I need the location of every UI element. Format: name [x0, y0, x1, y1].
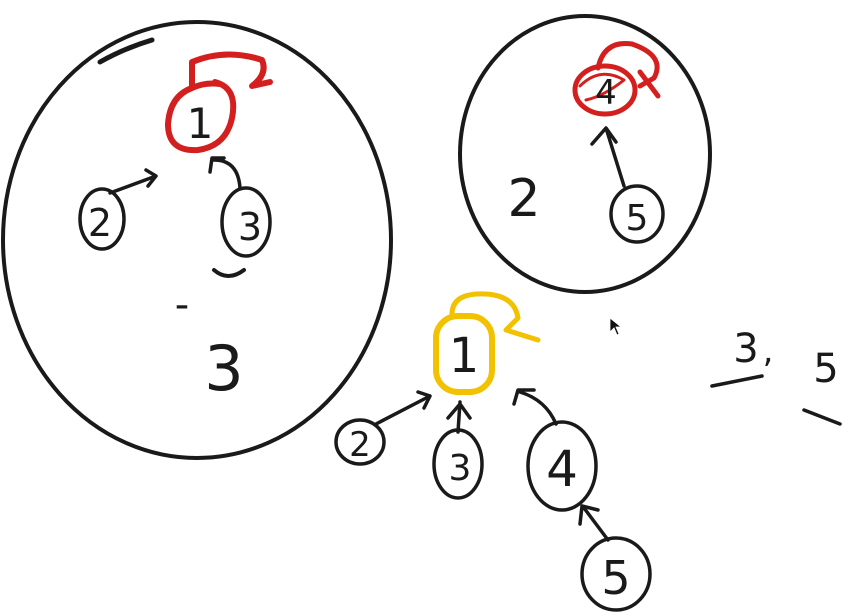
set-a-child-3-label: 3 — [238, 205, 262, 249]
merged-root-label: 1 — [449, 328, 480, 384]
set-a-boundary-overstroke — [97, 37, 155, 65]
note-underline-5 — [802, 408, 842, 426]
note-separator: , — [763, 331, 774, 371]
set-a-size-mark: - — [175, 282, 189, 328]
set-b-root-circle — [572, 63, 638, 117]
merged-tree-group: 1 2 3 4 5 — [334, 291, 652, 612]
merged-root-box — [433, 313, 495, 395]
set-a-child-2-circle — [78, 187, 126, 251]
merged-root-self-loop — [449, 291, 541, 343]
set-b-root-label: 4 — [595, 73, 617, 113]
set-a-group: 1 2 3 - 3 — [1, 20, 393, 460]
merged-child-2-arrow — [374, 390, 432, 426]
merged-child-4-label: 4 — [546, 440, 578, 498]
merged-grandchild-5-circle — [580, 536, 652, 612]
set-b-root-self-loop — [595, 41, 661, 99]
set-a-child-2-arrow — [108, 168, 158, 195]
set-b-child-5-label: 5 — [626, 198, 649, 239]
set-a-child-2-label: 2 — [88, 201, 112, 245]
set-b-boundary — [458, 14, 712, 294]
mouse-pointer-icon — [609, 317, 623, 336]
merged-grandchild-5-arrow — [578, 504, 610, 542]
set-a-child-3-tail — [212, 268, 246, 278]
set-a-root-self-loop — [189, 51, 273, 89]
set-a-root-label: 1 — [187, 99, 214, 148]
set-a-size-label: 3 — [204, 332, 243, 405]
merged-child-2-circle — [334, 418, 386, 466]
set-b-root-scribble — [578, 72, 626, 102]
note-underline-3 — [710, 374, 764, 388]
set-b-size-label: 2 — [507, 169, 540, 229]
note-value-5: 5 — [813, 346, 838, 392]
set-b-child-5-arrow — [590, 126, 626, 188]
merged-grandchild-5-label: 5 — [601, 551, 630, 605]
set-a-child-3-arrow — [208, 156, 242, 190]
merged-child-4-circle — [526, 420, 598, 512]
note-value-3: 3 — [733, 326, 758, 372]
set-b-group: 4 5 2 — [458, 14, 712, 294]
set-a-boundary — [1, 20, 393, 460]
merged-child-4-arrow — [512, 388, 558, 426]
side-notes: 3 , 5 — [710, 326, 842, 426]
set-a-child-3-circle — [220, 186, 272, 258]
merged-child-2-label: 2 — [349, 425, 371, 465]
merged-child-3-label: 3 — [449, 448, 472, 489]
merged-child-3-arrow — [446, 400, 472, 434]
set-b-child-5-circle — [609, 184, 665, 244]
